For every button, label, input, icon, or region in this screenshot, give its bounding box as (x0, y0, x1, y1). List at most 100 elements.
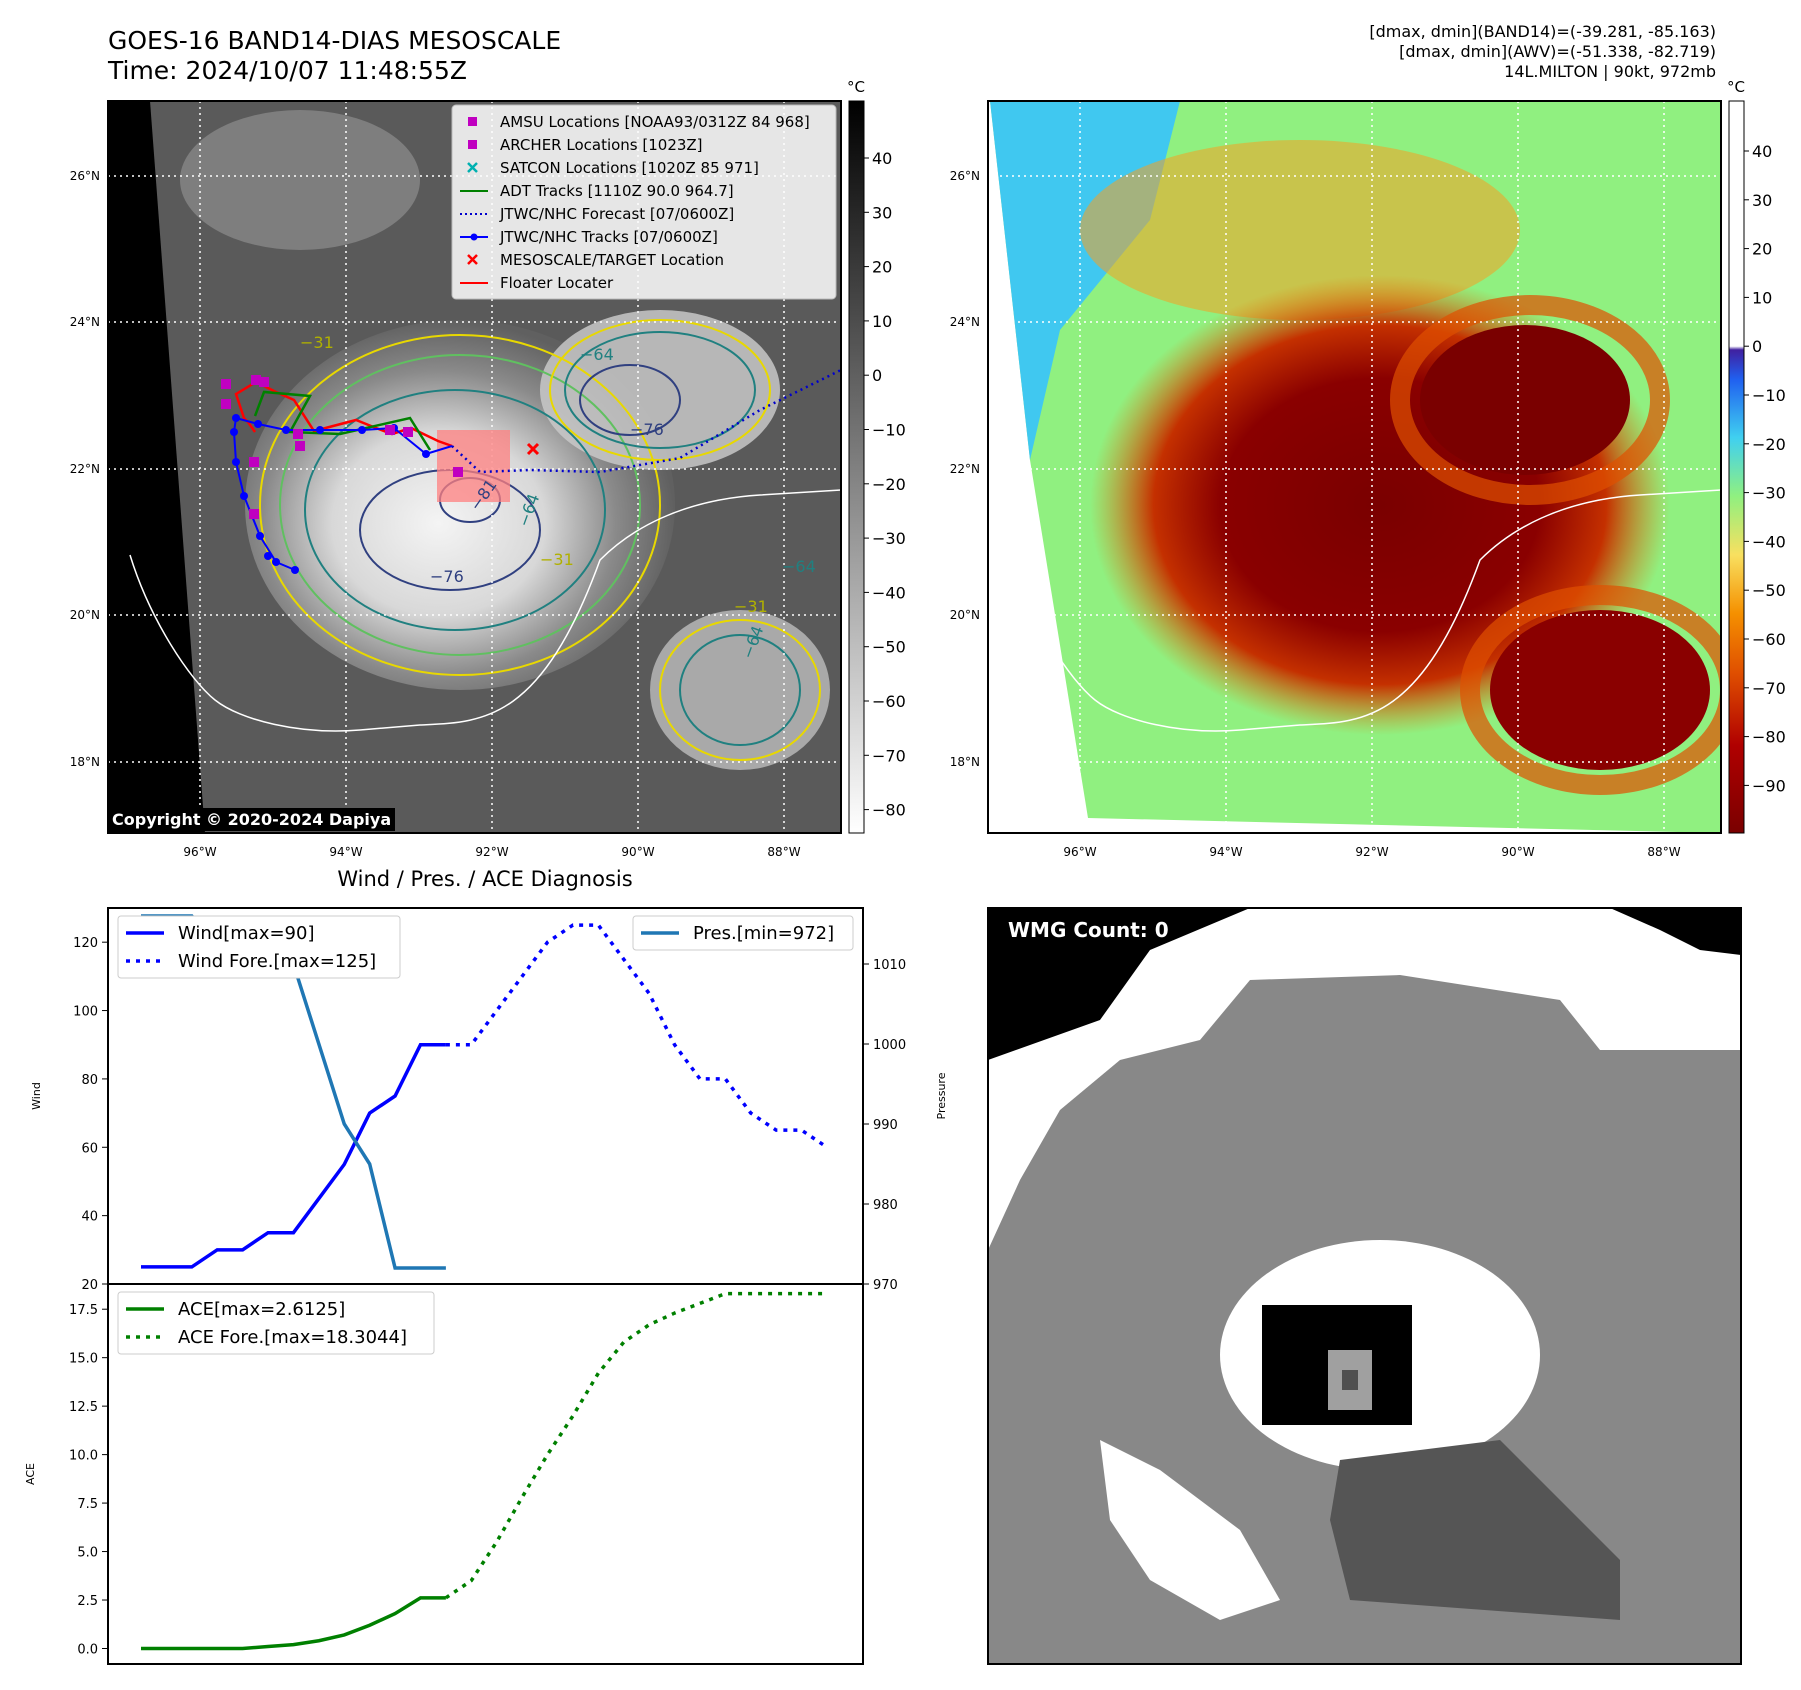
lat-label: 24°N (70, 315, 100, 329)
amsu-marker (251, 375, 261, 385)
y-tick-label: 40 (81, 1210, 98, 1225)
colorbar-ticks: 40 30 20 10 0 −10 −20 −30 −40 −50 −60 −70 −80 (864, 149, 906, 820)
track-point (358, 426, 366, 434)
legend-item: ARCHER Locations [1023Z] (468, 136, 703, 154)
amsu-marker (249, 457, 259, 467)
coastline (129, 489, 841, 732)
adt-track (253, 390, 432, 451)
colorbar-tick-label: −50 (872, 638, 906, 657)
legend-label: JTWC/NHC Tracks [07/0600Z] (499, 228, 718, 246)
northeast-cloud-mass (540, 310, 780, 470)
wmg-dark-region (1330, 1440, 1620, 1620)
y-tick-label: 12.5 (69, 1400, 98, 1415)
y-right-tick-label: 1000 (873, 1038, 906, 1053)
lat-label: 22°N (70, 462, 100, 476)
wmg-panel (987, 907, 1742, 1665)
se-cold-cloud (1490, 610, 1710, 770)
colorbar-tick-label: −30 (1752, 484, 1786, 503)
amsu-marker (249, 509, 259, 519)
color-colorbar (1728, 100, 1745, 834)
ne-cold-cloud (1420, 325, 1630, 475)
amsu-marker (221, 399, 231, 409)
wmg-eye-center (1342, 1370, 1358, 1390)
y-tick-label: 7.5 (77, 1497, 98, 1512)
contour-label: −64 (782, 557, 816, 576)
colorbar-tick-label: 10 (872, 312, 892, 331)
amsu-archer-markers (221, 375, 463, 519)
ace-chart: 0.0 2.5 5.0 7.5 10.0 12.5 15.0 17.5 ACE[max=2.61… (69, 1291, 827, 1657)
legend-label: Wind Fore.[max=125] (178, 951, 376, 972)
stats-storm: 14L.MILTON | 90kt, 972mb (1504, 62, 1716, 81)
colorbar-tick-label: 0 (1752, 337, 1762, 356)
right-map-axis-labels: 26°N 24°N 22°N 20°N 18°N 96°W 94°W 92°W 90°W 88°W (950, 169, 1681, 859)
y-tick-label: 20 (81, 1278, 98, 1293)
legend-label: Wind[max=90] (178, 923, 315, 944)
legend-box (117, 1291, 435, 1355)
lon-label: 92°W (1355, 845, 1388, 859)
se-contour-minus64 (679, 634, 801, 746)
right-map-frame (987, 100, 1722, 834)
colorbar-tick-label: −80 (1752, 728, 1786, 747)
legend-label: ACE[max=2.6125] (178, 1299, 345, 1320)
legend-swatch (468, 140, 477, 149)
lon-label: 90°W (1501, 845, 1534, 859)
colorbar-tick-label: −70 (1752, 679, 1786, 698)
y-tick-label: 5.0 (77, 1546, 98, 1561)
legend-label: JTWC/NHC Forecast [07/0600Z] (499, 205, 734, 223)
stats-awv: [dmax, dmin](AWV)=(-51.338, -82.719) (1399, 42, 1716, 61)
legend-label: SATCON Locations [1020Z 85 971] (500, 159, 759, 177)
lon-label: 90°W (621, 845, 654, 859)
y-tick-label: 10.0 (69, 1449, 98, 1464)
legend-label: Floater Locater (500, 274, 614, 292)
track-point (316, 426, 324, 434)
y-tick-label: 0.0 (77, 1642, 98, 1657)
legend-swatch (467, 162, 478, 173)
contour-labels: −81 −76 −64 −31 −76 −64 −64 −31 −64 −31 (300, 333, 816, 661)
colorbar-tick-label: −80 (872, 801, 906, 820)
track-point (422, 450, 430, 458)
grayscale-ir-map: −81 −76 −64 −31 −76 −64 −64 −31 −64 −31 … (108, 101, 841, 833)
legend-label: AMSU Locations [NOAA93/0312Z 84 968] (500, 113, 810, 131)
lon-label: 88°W (1647, 845, 1680, 859)
lon-label: 94°W (1209, 845, 1242, 859)
left-map-axis-labels: 26°N 24°N 22°N 20°N 18°N 96°W 94°W 92°W 90°W 88°W (70, 169, 801, 859)
legend-item: SATCON Locations [1020Z 85 971] (467, 159, 759, 177)
southeast-cloud-mass (650, 610, 830, 770)
y-tick-label: 17.5 (69, 1303, 98, 1318)
left-map-frame (107, 100, 842, 834)
legend-box (451, 104, 837, 300)
amsu-marker (259, 377, 269, 387)
wind-pressure-chart: 20 40 60 80 100 120 970 980 990 1000 1010 Wind[max=… (73, 914, 906, 1293)
track-point (256, 532, 264, 540)
contour-label: −76 (630, 420, 664, 439)
colorbar-tick-label: 30 (1752, 191, 1772, 210)
legend-item: ADT Tracks [1110Z 90.0 964.7] (460, 182, 734, 200)
series-line (445, 923, 828, 1149)
track-point (291, 566, 299, 574)
colorbar-tick-label: 20 (1752, 240, 1772, 259)
lon-label: 96°W (183, 845, 216, 859)
color-ir-map (988, 101, 1721, 833)
legend-box (117, 915, 401, 979)
colorbar-tick-label: 40 (1752, 142, 1772, 161)
contour-label: −31 (300, 333, 334, 352)
y-tick-label: 2.5 (77, 1594, 98, 1609)
y-right-tick-label: 1010 (873, 958, 906, 973)
contour-minus50 (279, 354, 641, 656)
legend-label: ACE Fore.[max=18.3044] (178, 1327, 407, 1348)
lat-label: 20°N (70, 608, 100, 622)
colorbar-tick-label: −10 (1752, 386, 1786, 405)
amsu-marker (221, 379, 231, 389)
amsu-marker (293, 429, 303, 439)
contour-label: −64 (580, 345, 614, 364)
contour-label: −76 (430, 567, 464, 586)
y-tick-label: 80 (81, 1073, 98, 1088)
legend-label: ARCHER Locations [1023Z] (500, 136, 703, 154)
lat-label: 22°N (950, 462, 980, 476)
y-tick-label: 15.0 (69, 1352, 98, 1367)
lat-label: 18°N (950, 755, 980, 769)
pressure-axis-label: Pressure (935, 1072, 948, 1119)
y-right-tick-label: 980 (873, 1198, 898, 1213)
diagnosis-title: Wind / Pres. / ACE Diagnosis (337, 867, 632, 891)
legend-item: JTWC/NHC Tracks [07/0600Z] (460, 228, 718, 246)
